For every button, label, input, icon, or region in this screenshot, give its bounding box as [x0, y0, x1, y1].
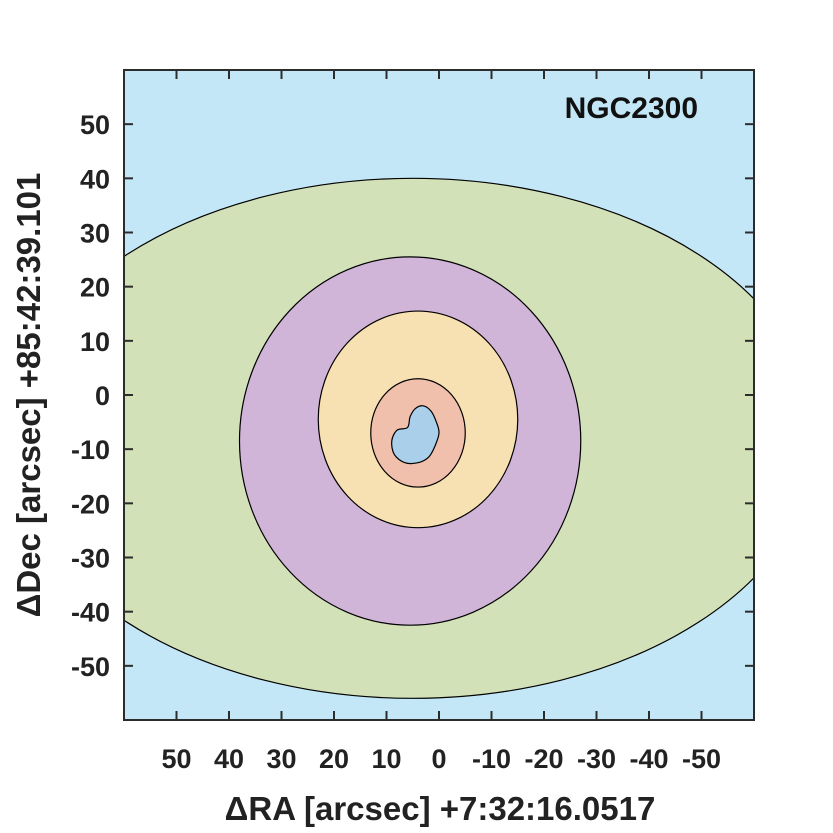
y-axis-label: ΔDec [arcsec] +85:42:39.101: [10, 173, 47, 618]
chart-title: NGC2300: [565, 92, 698, 125]
x-tick-label: 50: [161, 744, 191, 774]
contour-level-5-blue: [391, 405, 440, 465]
y-tick-label: 20: [80, 273, 110, 303]
contour-layer: [124, 177, 754, 699]
y-tick-label: 10: [80, 327, 110, 357]
x-tick-label: -20: [524, 744, 563, 774]
tick-layer: [124, 70, 754, 720]
y-tick-label: 40: [80, 164, 110, 194]
x-tick-label: 20: [319, 744, 349, 774]
y-tick-label: -30: [71, 544, 110, 574]
y-tick-label: 30: [80, 219, 110, 249]
x-tick-label: 0: [431, 744, 446, 774]
x-tick-label: 30: [266, 744, 296, 774]
y-tick-label: 50: [80, 110, 110, 140]
x-tick-label: -30: [577, 744, 616, 774]
y-tick-labels: 50 40 30 20 10 0 -10 -20 -30 -40 -50: [71, 110, 110, 682]
x-tick-labels: 50 40 30 20 10 0 -10 -20 -30 -40 -50: [161, 744, 721, 774]
x-tick-label: -10: [472, 744, 511, 774]
y-tick-label: -50: [71, 652, 110, 682]
x-tick-label: -40: [629, 744, 668, 774]
x-axis-label: ΔRA [arcsec] +7:32:16.0517: [225, 790, 656, 827]
x-tick-label: 40: [214, 744, 244, 774]
contour-level-1-green: [124, 177, 754, 699]
x-tick-label: -50: [682, 744, 721, 774]
x-tick-label: 10: [371, 744, 401, 774]
y-tick-label: -20: [71, 489, 110, 519]
plot-area: [124, 70, 754, 720]
y-tick-label: 0: [95, 381, 110, 411]
y-tick-label: -10: [71, 435, 110, 465]
y-tick-label: -40: [71, 598, 110, 628]
